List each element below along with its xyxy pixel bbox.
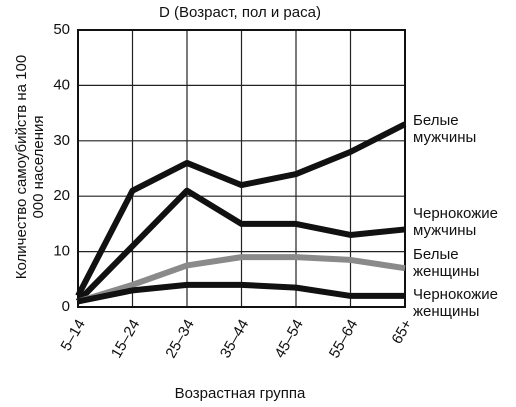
y-tick-label: 20 [53,187,70,204]
x-tick-label: 55–64 [326,316,362,361]
legend-label: Чернокожие женщины [413,286,498,320]
x-tick-label: 65+ [388,316,416,347]
y-tick-label: 50 [53,21,70,38]
legend-label: Белые женщины [413,246,480,280]
plot-frame [77,29,406,308]
x-tick-label: 35–44 [217,316,253,361]
y-tick-label: 0 [62,298,70,315]
y-tick-label: 10 [53,243,70,260]
x-tick-label: 25–34 [162,316,198,361]
x-axis-label: Возрастная группа [175,385,306,402]
series-line [77,254,406,305]
chart-title: D (Возраст, пол и раса) [159,4,321,21]
series-line [75,121,407,298]
x-tick-label: 15–24 [108,316,144,361]
y-tick-label: 30 [53,132,70,149]
y-axis-label: Количество самоубийств на 100 000 населе… [13,54,47,280]
series-line [75,187,406,304]
series-line [77,281,405,305]
legend-label: Белые мужчины [413,112,477,146]
x-tick-label: 45–54 [271,316,307,361]
legend-label: Чернокожие мужчины [413,205,498,239]
x-tick-label: 5–14 [57,316,88,353]
y-tick-label: 40 [53,76,70,93]
